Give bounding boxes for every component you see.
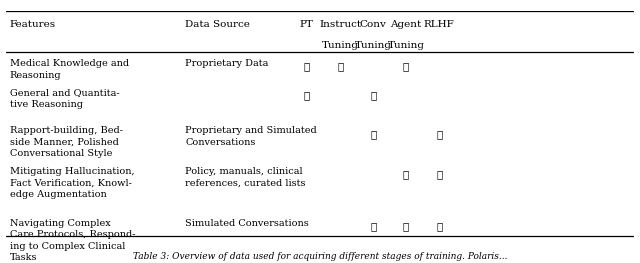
Text: Instruct: Instruct <box>319 20 362 29</box>
Text: ✓: ✓ <box>436 130 442 139</box>
Text: Navigating Complex
Care Protocols, Respond-
ing to Complex Clinical
Tasks: Navigating Complex Care Protocols, Respo… <box>10 219 135 262</box>
Text: ✓: ✓ <box>436 170 442 179</box>
Text: Tuning: Tuning <box>322 41 359 50</box>
Text: Tuning: Tuning <box>387 41 424 50</box>
Text: General and Quantita-
tive Reasoning: General and Quantita- tive Reasoning <box>10 88 119 109</box>
Text: Policy, manuals, clinical
references, curated lists: Policy, manuals, clinical references, cu… <box>185 167 306 187</box>
Text: ✓: ✓ <box>303 92 309 100</box>
Text: PT: PT <box>300 20 313 29</box>
Text: ✓: ✓ <box>436 222 442 231</box>
Text: Proprietary and Simulated
Conversations: Proprietary and Simulated Conversations <box>185 126 317 147</box>
Text: ✓: ✓ <box>337 63 344 72</box>
Text: Data Source: Data Source <box>185 20 250 29</box>
Text: ✓: ✓ <box>370 130 376 139</box>
Text: Medical Knowledge and
Reasoning: Medical Knowledge and Reasoning <box>10 59 129 80</box>
Text: ✓: ✓ <box>403 222 409 231</box>
Text: Mitigating Hallucination,
Fact Verification, Knowl-
edge Augmentation: Mitigating Hallucination, Fact Verificat… <box>10 167 134 199</box>
Text: RLHF: RLHF <box>424 20 454 29</box>
Text: Conv: Conv <box>360 20 387 29</box>
Text: Proprietary Data: Proprietary Data <box>185 59 269 68</box>
Text: ✓: ✓ <box>370 222 376 231</box>
Text: ✓: ✓ <box>403 170 409 179</box>
Text: ✓: ✓ <box>403 63 409 72</box>
Text: Table 3: Overview of data used for acquiring different stages of training. Polar: Table 3: Overview of data used for acqui… <box>132 252 508 261</box>
Text: Tuning: Tuning <box>355 41 392 50</box>
Text: Features: Features <box>10 20 56 29</box>
Text: Simulated Conversations: Simulated Conversations <box>185 219 309 228</box>
Text: Rapport-building, Bed-
side Manner, Polished
Conversational Style: Rapport-building, Bed- side Manner, Poli… <box>10 126 122 158</box>
Text: ✓: ✓ <box>303 63 309 72</box>
Text: Agent: Agent <box>390 20 422 29</box>
Text: ✓: ✓ <box>370 92 376 100</box>
